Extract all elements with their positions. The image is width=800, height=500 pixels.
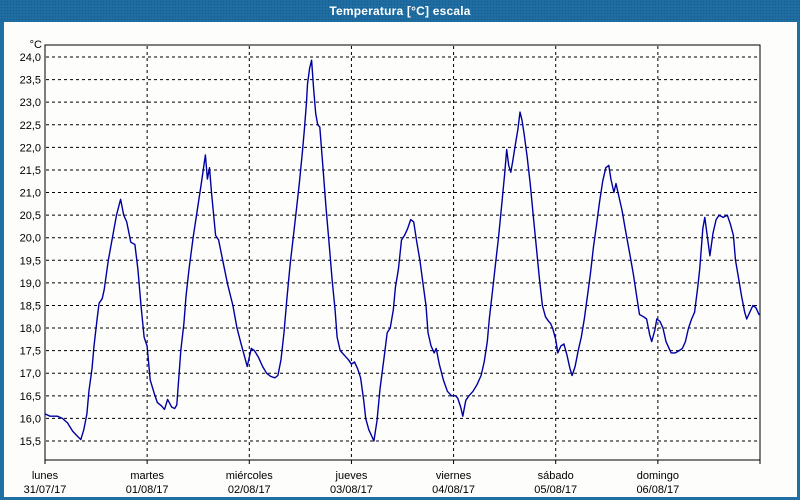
window-title: Temperatura [°C] escala [329, 4, 471, 18]
chart-panel [4, 22, 797, 497]
title-bar: Temperatura [°C] escala [0, 0, 800, 22]
